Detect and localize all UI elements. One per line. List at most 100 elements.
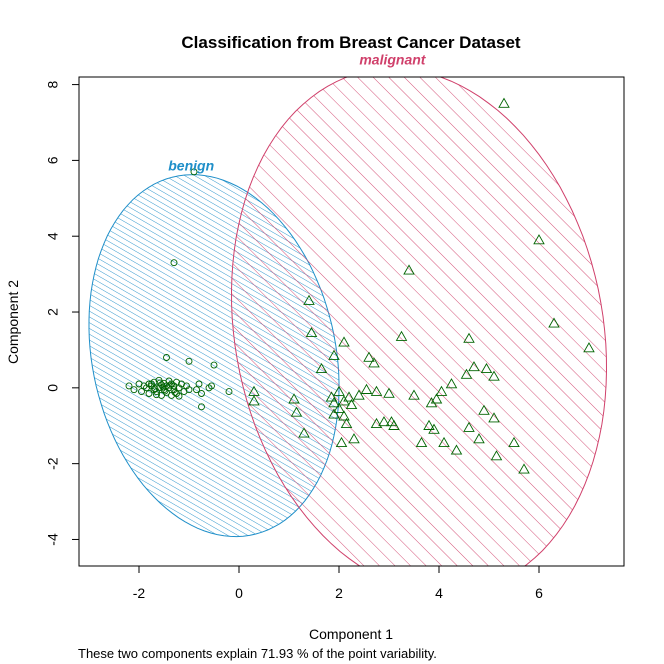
benign-point: [145, 390, 153, 397]
benign-point: [161, 387, 169, 395]
malignant-point: [368, 357, 380, 368]
y-tick-label: 0: [45, 384, 61, 392]
malignant-point: [480, 362, 493, 374]
benign-point: [185, 357, 193, 365]
benign-point: [153, 391, 160, 399]
y-tick-label: -4: [45, 533, 61, 546]
benign-point: [190, 168, 198, 176]
malignant-point: [348, 433, 360, 444]
plot-border: [78, 76, 625, 567]
benign-point: [166, 381, 174, 389]
benign-point: [193, 386, 200, 394]
benign-point: [208, 382, 215, 390]
malignant-point: [340, 417, 353, 429]
malignant-point: [468, 361, 480, 372]
malignant-point: [290, 406, 303, 417]
malignant-point: [518, 463, 530, 474]
benign-point: [198, 390, 205, 397]
chart-title: Classification from Breast Cancer Datase…: [181, 33, 521, 52]
y-tick-label: 4: [45, 232, 61, 240]
y-tick-label: 6: [45, 156, 61, 164]
benign-point: [198, 403, 205, 411]
malignant-point: [463, 421, 475, 432]
malignant-point: [338, 336, 350, 347]
benign-point: [210, 361, 218, 369]
malignant-point: [533, 234, 545, 245]
malignant-point: [335, 436, 348, 448]
benign-point: [175, 392, 183, 400]
malignant-point: [338, 395, 350, 406]
variability-caption: These two components explain 71.93 % of …: [78, 646, 437, 661]
malignant-point: [478, 404, 490, 415]
x-tick-label: 4: [435, 585, 443, 601]
malignant-point: [383, 387, 395, 398]
malignant-point: [328, 397, 340, 408]
malignant-cluster-ellipse: [230, 77, 608, 566]
malignant-point: [498, 97, 510, 108]
malignant-point: [425, 397, 438, 408]
x-tick-label: 2: [335, 585, 343, 601]
malignant-point: [428, 423, 440, 434]
benign-point: [159, 383, 167, 391]
malignant-point: [328, 408, 340, 419]
malignant-point: [488, 412, 500, 423]
malignant-point: [583, 342, 595, 353]
malignant-point: [315, 362, 328, 374]
malignant-point: [438, 436, 450, 448]
malignant-point: [353, 389, 365, 400]
malignant-point: [423, 419, 435, 430]
x-tick-label: -2: [133, 585, 146, 601]
malignant-point: [388, 419, 400, 430]
malignant-point: [325, 391, 338, 402]
x-axis-label: Component 1: [309, 626, 393, 642]
malignant-point: [415, 436, 428, 448]
malignant-point: [248, 395, 260, 406]
malignant-point: [305, 326, 318, 338]
malignant-point: [370, 385, 383, 396]
y-tick-label: 2: [45, 308, 61, 316]
malignant-point: [288, 393, 300, 404]
cluster-ellipses: [88, 77, 608, 566]
malignant-point: [378, 416, 390, 427]
malignant-point: [460, 368, 473, 379]
malignant-point: [445, 378, 458, 389]
malignant-point: [363, 351, 375, 362]
benign-point: [171, 388, 179, 396]
plot-area: [88, 77, 608, 566]
y-axis: -4 -2 0 2 4 6 8: [45, 80, 79, 546]
benign-point: [148, 380, 155, 388]
malignant-point: [490, 450, 503, 461]
malignant-point: [508, 436, 520, 448]
malignant-point: [333, 402, 345, 413]
benign-point: [138, 388, 145, 396]
malignant-point: [435, 385, 448, 396]
x-tick-label: 0: [235, 585, 243, 601]
malignant-point: [403, 264, 415, 275]
malignant-point: [548, 317, 560, 328]
malignant-point: [328, 349, 340, 360]
y-tick-label: 8: [45, 80, 61, 88]
x-tick-label: 6: [535, 585, 543, 601]
malignant-point: [360, 383, 373, 394]
malignant-point: [488, 370, 500, 381]
benign-point: [173, 378, 180, 386]
malignant-point: [338, 410, 350, 421]
benign-cluster-label: benign: [168, 158, 214, 174]
benign-point: [158, 391, 165, 399]
y-axis-label: Component 2: [5, 280, 21, 364]
cluster-labels: benign malignant: [168, 52, 427, 174]
benign-point: [125, 382, 133, 390]
benign-point: [163, 354, 170, 361]
malignant-point: [395, 330, 408, 341]
x-axis: -2 0 2 4 6: [133, 566, 543, 601]
malignant-point: [370, 417, 383, 429]
malignant-point: [345, 398, 358, 410]
malignant-point: [333, 385, 345, 396]
data-points: [125, 97, 595, 474]
malignant-point: [298, 427, 310, 438]
benign-point: [130, 386, 138, 394]
malignant-point: [343, 391, 355, 402]
benign-point: [225, 388, 233, 396]
malignant-point: [303, 294, 315, 305]
